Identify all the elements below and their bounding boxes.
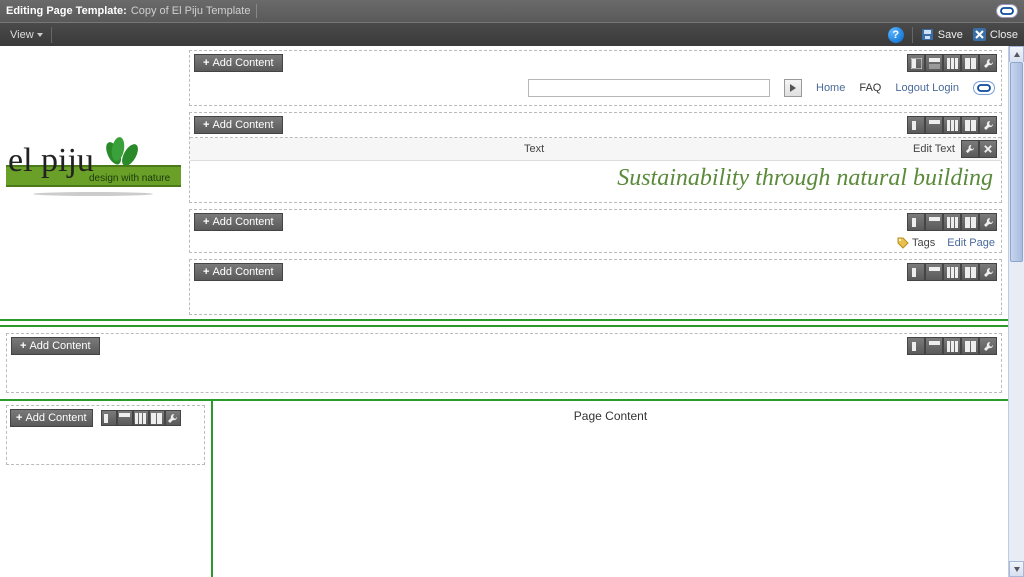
layout-4-icon[interactable] <box>149 410 165 426</box>
add-content-button[interactable]: Add Content <box>11 337 100 355</box>
title-bar: Editing Page Template: Copy of El Piju T… <box>0 0 1024 22</box>
layout-1-icon[interactable] <box>907 116 925 134</box>
layout-2-icon[interactable] <box>117 410 133 426</box>
remove-icon[interactable] <box>979 140 997 158</box>
menu-bar: View ? Save Close <box>0 22 1024 46</box>
layout-1-icon[interactable] <box>907 337 925 355</box>
header-row: Home FAQ Logout Login <box>190 75 1001 105</box>
text-component-buttons <box>961 140 997 158</box>
help-icon[interactable]: ? <box>888 27 904 43</box>
layout-1-icon[interactable] <box>907 263 925 281</box>
region-tags: Add Content Tags Edit Page <box>189 209 1002 253</box>
save-icon <box>921 28 934 41</box>
add-content-button[interactable]: Add Content <box>194 116 283 134</box>
layout-2-icon[interactable] <box>925 337 943 355</box>
layout-4-icon[interactable] <box>961 263 979 281</box>
edit-page-link[interactable]: Edit Page <box>947 237 995 249</box>
add-content-button[interactable]: Add Content <box>10 409 93 427</box>
close-label: Close <box>990 29 1018 41</box>
add-content-button[interactable]: Add Content <box>194 54 283 72</box>
text-component-label: Text <box>524 143 544 155</box>
layout-3-icon[interactable] <box>943 213 961 231</box>
wrench-icon[interactable] <box>979 213 997 231</box>
add-content-button[interactable]: Add Content <box>194 263 283 281</box>
layout-4-icon[interactable] <box>961 213 979 231</box>
layout-4-icon[interactable] <box>961 54 979 72</box>
wrench-icon[interactable] <box>961 140 979 158</box>
layout-2-icon[interactable] <box>925 54 943 72</box>
login-link[interactable]: Login <box>932 82 959 94</box>
region-header: Add Content Home FAQ Logout <box>189 50 1002 106</box>
scroll-down-button[interactable] <box>1009 561 1024 577</box>
tags-link[interactable]: Tags <box>897 237 935 249</box>
wrench-icon[interactable] <box>165 410 181 426</box>
tagline-text: Sustainability through natural building <box>190 161 1001 202</box>
logout-link[interactable]: Logout <box>895 82 929 94</box>
layout-3-icon[interactable] <box>133 410 149 426</box>
scroll-up-button[interactable] <box>1009 46 1024 62</box>
auth-links: Logout Login <box>895 82 959 94</box>
logo-column: el piju design with nature <box>0 46 183 319</box>
page-content-area: Page Content <box>213 401 1008 577</box>
title-label: Editing Page Template: <box>6 5 127 17</box>
menu-divider <box>51 27 52 43</box>
region-sidebar: Add Content <box>6 405 205 465</box>
layout-3-icon[interactable] <box>943 263 961 281</box>
close-icon <box>973 28 986 41</box>
layout-3-icon[interactable] <box>943 54 961 72</box>
region-toolstrip <box>907 213 997 231</box>
edit-text-link[interactable]: Edit Text <box>913 143 955 155</box>
save-button[interactable]: Save <box>921 28 963 41</box>
layout-4-icon[interactable] <box>961 337 979 355</box>
region-toolstrip <box>907 116 997 134</box>
el-piju-logo-icon: el piju design with nature <box>6 127 181 197</box>
go-button[interactable] <box>784 79 802 97</box>
faq-link[interactable]: FAQ <box>859 82 881 94</box>
work-area: el piju design with nature Add Content <box>0 46 1008 577</box>
wrench-icon[interactable] <box>979 337 997 355</box>
title-template-name: Copy of El Piju Template <box>131 5 251 17</box>
layout-1-icon[interactable] <box>907 54 925 72</box>
add-content-button[interactable]: Add Content <box>194 213 283 231</box>
layout-2-icon[interactable] <box>925 116 943 134</box>
oracle-logo-icon <box>996 4 1018 18</box>
svg-text:el piju: el piju <box>8 142 94 179</box>
region-toolstrip <box>907 263 997 281</box>
page-content-label: Page Content <box>574 409 647 423</box>
chevron-down-icon <box>37 33 43 37</box>
region-empty: Add Content <box>189 259 1002 315</box>
region-tagline: Add Content Text Edit Text <box>189 112 1002 203</box>
region-toolstrip <box>101 410 181 426</box>
save-label: Save <box>938 29 963 41</box>
region-toolstrip <box>907 337 997 355</box>
close-button[interactable]: Close <box>973 28 1018 41</box>
view-menu-label: View <box>10 29 34 41</box>
svg-text:design with nature: design with nature <box>89 173 171 184</box>
sidebar-column: Add Content <box>0 401 213 577</box>
vertical-scrollbar[interactable] <box>1008 46 1024 577</box>
layout-4-icon[interactable] <box>961 116 979 134</box>
logo: el piju design with nature <box>6 127 177 200</box>
region-toolstrip <box>907 54 997 72</box>
title-separator <box>256 4 257 18</box>
menu-divider <box>912 27 913 43</box>
layout-2-icon[interactable] <box>925 213 943 231</box>
region-fullwidth: Add Content <box>6 333 1002 393</box>
wrench-icon[interactable] <box>979 116 997 134</box>
home-link[interactable]: Home <box>816 82 845 94</box>
wrench-icon[interactable] <box>979 263 997 281</box>
layout-1-icon[interactable] <box>907 213 925 231</box>
text-component: Text Edit Text Sustainability through na… <box>190 137 1001 202</box>
layout-1-icon[interactable] <box>101 410 117 426</box>
view-menu[interactable]: View <box>6 27 47 43</box>
layout-3-icon[interactable] <box>943 337 961 355</box>
oracle-logo-icon <box>973 81 995 95</box>
content-frame: Add Content Page Content <box>0 401 1008 577</box>
layout-2-icon[interactable] <box>925 263 943 281</box>
layout-3-icon[interactable] <box>943 116 961 134</box>
tag-icon <box>897 237 909 249</box>
wrench-icon[interactable] <box>979 54 997 72</box>
scroll-thumb[interactable] <box>1010 62 1023 262</box>
search-input[interactable] <box>528 79 770 97</box>
